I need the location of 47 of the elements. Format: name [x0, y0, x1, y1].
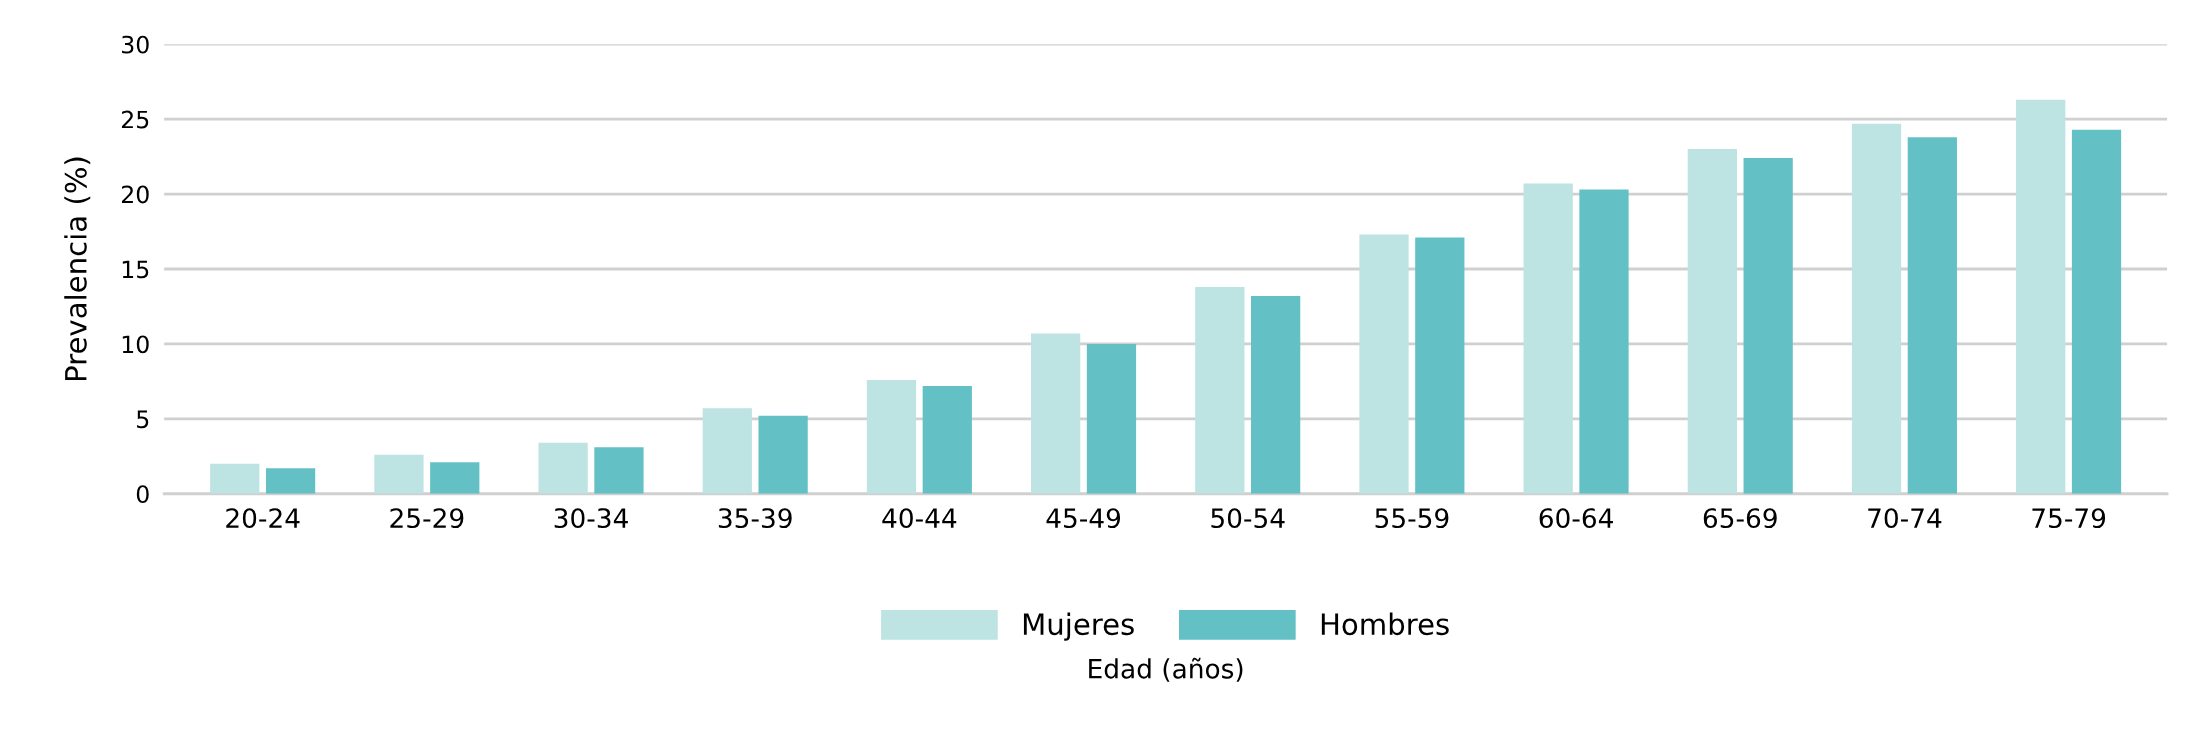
bar — [430, 462, 480, 494]
x-tick-label: 75-79 — [2032, 508, 2106, 529]
bar — [210, 463, 260, 494]
x-axis-title: Edad (años) — [1089, 657, 1243, 682]
bar — [1251, 295, 1301, 494]
x-tick-label: 25-29 — [390, 508, 464, 529]
x-tick-label: 35-39 — [718, 508, 792, 529]
bar — [758, 415, 808, 494]
x-tick-label: 70-74 — [1868, 508, 1942, 529]
x-tick-label: 65-69 — [1703, 508, 1777, 529]
bar — [1523, 183, 1573, 494]
x-tick-label: 55-59 — [1375, 508, 1449, 529]
x-tick-label: 20-24 — [226, 508, 300, 529]
x-tick-label: 50-54 — [1211, 508, 1285, 529]
y-tick-label: 15 — [122, 260, 149, 279]
bar — [702, 408, 752, 494]
y-tick-label: 0 — [136, 485, 149, 504]
bar — [1579, 189, 1629, 494]
x-tick-label: 45-49 — [1046, 508, 1121, 529]
bar — [1031, 333, 1081, 494]
y-tick-label: 25 — [121, 110, 149, 129]
bar — [2016, 99, 2066, 494]
bar — [1195, 286, 1245, 494]
bar — [1687, 149, 1737, 494]
bar — [1415, 237, 1465, 494]
legend-label: Mujeres — [1023, 612, 1134, 641]
bar — [1743, 158, 1793, 494]
y-tick-label: 10 — [122, 335, 149, 354]
bar — [1359, 234, 1409, 494]
bar — [866, 379, 917, 494]
y-tick-label: 30 — [122, 35, 149, 54]
bar — [1851, 123, 1902, 494]
bar — [922, 385, 972, 494]
x-tick-label: 60-64 — [1539, 508, 1613, 529]
bar — [1907, 137, 1957, 494]
x-tick-label: 40-44 — [882, 508, 957, 529]
bar — [265, 468, 316, 494]
y-axis-title: Prevalencia (%) — [64, 157, 91, 381]
bar — [1086, 343, 1137, 494]
bar — [538, 442, 588, 494]
bar — [374, 454, 424, 494]
bar — [2071, 129, 2122, 494]
y-tick-label: 20 — [121, 185, 149, 204]
legend-label: Hombres — [1321, 612, 1449, 636]
x-tick-label: 30-34 — [554, 508, 628, 529]
y-tick-label: 5 — [137, 410, 149, 429]
bar — [594, 447, 644, 494]
